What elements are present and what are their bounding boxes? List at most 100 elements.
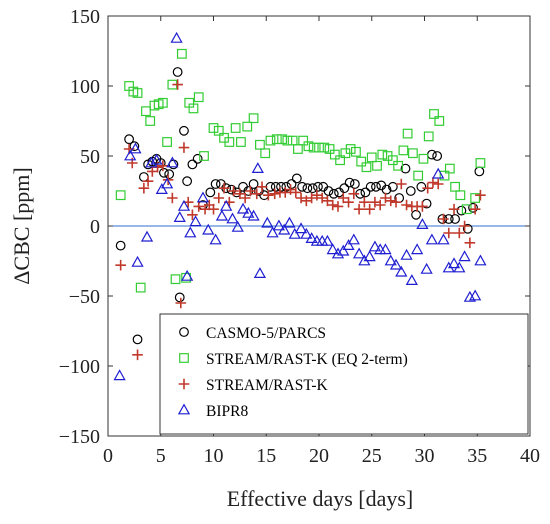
x-tick-label: 40 bbox=[520, 445, 540, 467]
data-point-square bbox=[157, 97, 168, 108]
data-point-plus bbox=[279, 187, 291, 198]
data-point-plus bbox=[343, 196, 354, 208]
data-point-triangle bbox=[231, 220, 244, 232]
data-point-square bbox=[242, 121, 253, 132]
data-point-circle bbox=[210, 179, 221, 189]
data-point-circle bbox=[182, 176, 193, 187]
data-point-square bbox=[248, 113, 259, 124]
data-point-square bbox=[450, 181, 460, 192]
data-point-square bbox=[329, 149, 340, 160]
data-point-triangle bbox=[272, 219, 286, 231]
data-point-square bbox=[387, 155, 398, 166]
data-point-square bbox=[393, 160, 404, 171]
data-point-triangle bbox=[294, 222, 308, 234]
data-point-triangle bbox=[331, 247, 345, 259]
data-point-plus bbox=[459, 220, 470, 232]
data-point-square bbox=[351, 146, 361, 157]
data-point-plus bbox=[245, 185, 256, 197]
legend-label: CASMO-5/PARCS bbox=[206, 325, 326, 342]
data-point-plus bbox=[401, 199, 412, 211]
data-point-circle bbox=[400, 163, 411, 174]
data-point-plus bbox=[239, 192, 251, 204]
data-point-circle bbox=[344, 177, 355, 188]
data-point-square bbox=[135, 282, 146, 293]
data-point-square bbox=[470, 193, 481, 203]
data-point-square bbox=[213, 125, 224, 136]
data-point-square bbox=[418, 153, 429, 164]
data-point-plus bbox=[295, 192, 307, 204]
y-tick-label: −50 bbox=[69, 286, 100, 308]
data-point-plus bbox=[469, 203, 481, 215]
data-point-square bbox=[255, 139, 265, 150]
data-point-triangle bbox=[278, 223, 291, 235]
data-point-plus bbox=[208, 203, 219, 215]
data-point-triangle bbox=[145, 156, 158, 168]
data-point-square bbox=[188, 103, 199, 114]
data-point-square bbox=[361, 162, 372, 173]
data-point-circle bbox=[432, 151, 443, 161]
data-point-circle bbox=[468, 202, 478, 213]
data-point-triangle bbox=[352, 247, 366, 259]
data-point-plus bbox=[157, 160, 169, 172]
data-point-triangle bbox=[305, 232, 318, 243]
data-point-plus bbox=[193, 201, 205, 212]
data-point-circle bbox=[371, 181, 381, 192]
data-point-plus bbox=[475, 189, 486, 201]
data-point-circle bbox=[231, 187, 242, 198]
data-point-square bbox=[287, 135, 298, 146]
data-point-square bbox=[115, 190, 126, 201]
data-point-plus bbox=[422, 182, 433, 194]
data-point-circle bbox=[179, 125, 189, 136]
data-point-triangle bbox=[453, 261, 466, 273]
data-point-triangle bbox=[447, 257, 461, 269]
data-point-plus bbox=[251, 188, 263, 200]
data-point-circle bbox=[248, 179, 259, 189]
data-point-square bbox=[356, 156, 367, 167]
data-point-triangle bbox=[342, 239, 355, 250]
data-point-plus bbox=[443, 227, 455, 239]
data-point-plus bbox=[290, 187, 302, 198]
data-point-plus bbox=[256, 181, 268, 193]
data-point-triangle bbox=[384, 254, 397, 266]
data-point-triangle bbox=[251, 162, 264, 173]
x-tick-label: 30 bbox=[415, 445, 435, 467]
data-point-circle bbox=[450, 214, 460, 224]
data-point-circle bbox=[276, 181, 286, 192]
data-point-circle bbox=[360, 187, 371, 198]
data-point-plus bbox=[438, 213, 449, 225]
data-point-triangle bbox=[196, 191, 210, 203]
data-point-circle bbox=[205, 187, 216, 198]
data-point-plus bbox=[327, 199, 339, 211]
series-plus bbox=[115, 79, 486, 361]
data-point-plus bbox=[385, 195, 397, 207]
data-point-triangle bbox=[400, 248, 413, 260]
data-point-plus bbox=[187, 209, 198, 221]
data-point-triangle bbox=[347, 233, 360, 245]
data-point-triangle bbox=[236, 202, 250, 214]
data-point-plus bbox=[417, 201, 428, 212]
data-point-circle bbox=[381, 184, 392, 195]
legend-box bbox=[159, 313, 529, 435]
data-point-plus bbox=[132, 349, 143, 361]
data-point-triangle bbox=[300, 227, 313, 239]
data-point-square bbox=[132, 88, 143, 98]
data-point-square bbox=[170, 274, 181, 285]
data-point-plus bbox=[369, 196, 381, 208]
y-axis-ticks: 150 100 50 0 −50 −100 −150 bbox=[59, 6, 530, 448]
data-point-triangle bbox=[247, 209, 260, 221]
legend-label: BIPR8 bbox=[206, 403, 248, 420]
data-point-square bbox=[398, 145, 409, 156]
data-point-square bbox=[208, 123, 219, 133]
data-point-circle bbox=[339, 183, 350, 194]
data-point-plus bbox=[464, 237, 476, 249]
data-point-circle bbox=[187, 159, 198, 170]
data-point-triangle bbox=[129, 142, 142, 154]
data-point-triangle bbox=[405, 274, 418, 285]
data-point-circle bbox=[164, 169, 175, 180]
data-point-triangle bbox=[155, 183, 168, 194]
data-point-triangle bbox=[316, 234, 329, 246]
data-point-triangle bbox=[140, 230, 154, 242]
data-point-plus bbox=[218, 182, 230, 194]
data-point-plus bbox=[301, 195, 312, 207]
